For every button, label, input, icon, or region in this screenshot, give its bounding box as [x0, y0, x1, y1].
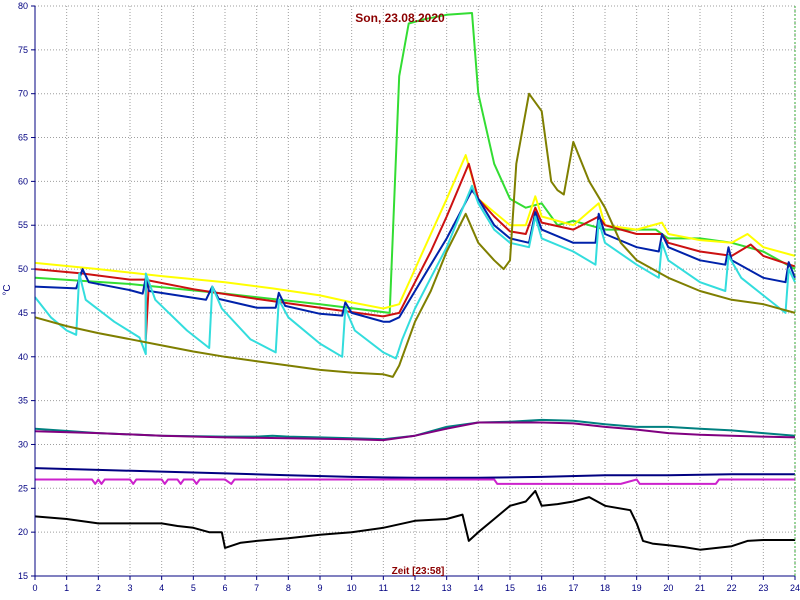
series-line-10	[35, 478, 795, 485]
x-tick-label: 16	[537, 583, 547, 593]
x-tick-label: 12	[410, 583, 420, 593]
y-tick-label: 30	[18, 439, 28, 449]
series-line-8	[34, 421, 796, 442]
series-line-3	[34, 162, 796, 341]
chart-title: Son, 23.08.2020	[355, 11, 445, 25]
y-tick-label: 25	[18, 483, 28, 493]
series-line-4	[34, 189, 796, 323]
series-group	[34, 12, 796, 551]
x-tick-label: 2	[96, 583, 101, 593]
series-line-9	[34, 467, 795, 479]
x-tick-label: 3	[127, 583, 132, 593]
x-tick-label: 11	[379, 583, 388, 593]
x-tick-label: 7	[254, 583, 259, 593]
x-tick-label: 10	[347, 583, 357, 593]
y-tick-label: 75	[18, 45, 28, 55]
series-line-2	[34, 154, 796, 310]
x-tick-label: 1	[64, 583, 69, 593]
x-tick-label: 8	[286, 583, 291, 593]
series-line-6	[34, 92, 796, 378]
x-tick-label: 0	[32, 583, 37, 593]
y-tick-label: 40	[18, 352, 28, 362]
x-tick-label: 22	[727, 583, 737, 593]
x-tick-label: 9	[317, 583, 322, 593]
x-tick-label: 20	[663, 583, 673, 593]
y-tick-label: 15	[18, 571, 28, 581]
x-tick-label: 24	[790, 583, 800, 593]
y-axis-label: °C	[2, 284, 13, 295]
x-axis-label: Zeit [23:58]	[392, 566, 445, 577]
y-tick-label: 70	[18, 89, 28, 99]
y-tick-label: 60	[18, 176, 28, 186]
y-tick-label: 65	[18, 133, 28, 143]
x-tick-label: 23	[758, 583, 768, 593]
x-tick-label: 18	[600, 583, 610, 593]
x-tick-label: 15	[505, 583, 515, 593]
y-tick-label: 80	[18, 1, 28, 11]
y-tick-label: 20	[18, 527, 28, 537]
y-tick-label: 45	[18, 308, 28, 318]
x-tick-label: 5	[191, 583, 196, 593]
x-tick-label: 13	[442, 583, 452, 593]
x-tick-label: 14	[473, 583, 483, 593]
axes: 0 1 2 3 4 5 6 7 8 9 10 11 12 13 14 15 16 17 18 19 20 21 22 23 24…	[18, 1, 800, 593]
x-tick-label: 4	[159, 583, 164, 593]
series-line-11	[34, 489, 795, 551]
x-tick-label: 19	[632, 583, 642, 593]
x-tick-label: 17	[568, 583, 578, 593]
y-tick-label: 50	[18, 264, 28, 274]
y-tick-label: 55	[18, 220, 28, 230]
x-tick-label: 21	[695, 583, 705, 593]
x-tick-label: 6	[222, 583, 227, 593]
series-line-1	[34, 12, 796, 314]
series-line-7	[34, 418, 796, 441]
series-line-5	[34, 184, 796, 360]
y-tick-label: 35	[18, 396, 28, 406]
